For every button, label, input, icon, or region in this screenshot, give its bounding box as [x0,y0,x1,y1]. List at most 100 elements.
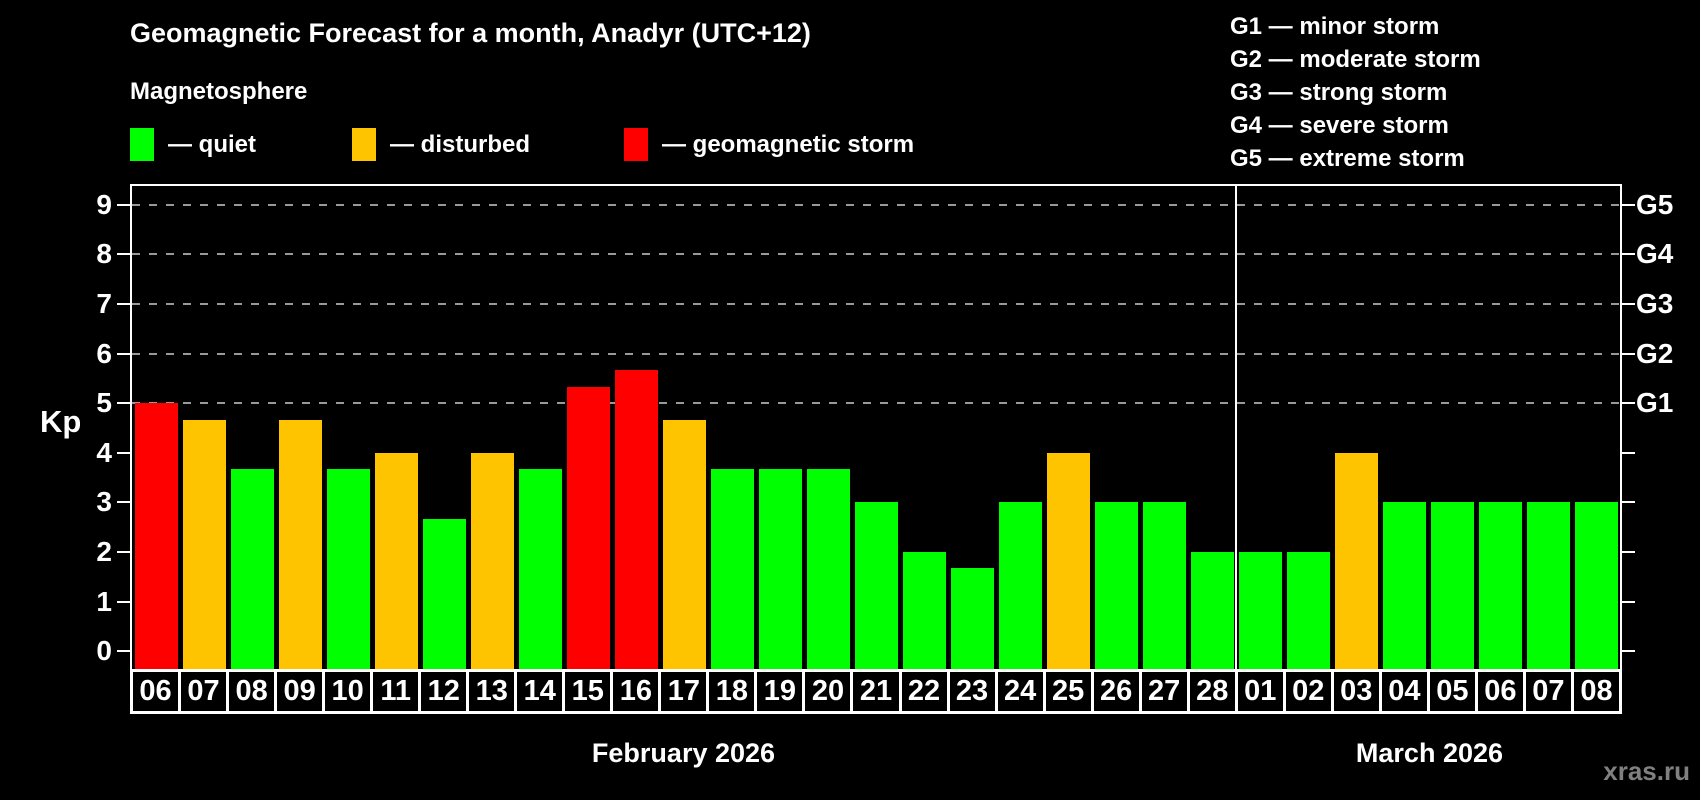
day-label-05-27: 05 [1429,672,1475,711]
day-label-11-5: 11 [373,672,419,711]
day-label-03-25: 03 [1333,672,1379,711]
legend-item-disturbed: — disturbed [352,128,624,161]
g-level-label-g2: G2 [1636,337,1674,369]
y-axis-title: Kp [40,404,82,439]
bar-slot-04 [1380,186,1428,671]
g-level-label-g1: G1 [1636,387,1674,419]
y-tick-label-9: 9 [96,188,112,220]
bar-slot-06 [1476,186,1524,671]
gridline-kp9 [132,203,1620,206]
y-tick-right-0 [1622,650,1635,653]
gridline-kp6 [132,352,1620,355]
bar-slot-14 [516,186,564,671]
bar-slot-23 [948,186,996,671]
disturbed-legend-label: — disturbed [390,130,531,158]
g-scale-legend: G1 — minor storm G2 — moderate storm G3 … [1230,10,1481,175]
day-label-17-11: 17 [661,672,707,711]
kp-bar-day-27 [1142,502,1186,671]
day-label-22-16: 22 [901,672,947,711]
chart-title: Geomagnetic Forecast for a month, Anadyr… [130,18,811,48]
y-tick-label-4: 4 [96,436,112,468]
bar-slot-19 [756,186,804,671]
day-label-27-21: 27 [1141,672,1187,711]
bars-container [132,186,1620,671]
kp-bar-day-13 [470,452,514,671]
kp-bar-day-16 [614,369,658,671]
g-level-label-g3: G3 [1636,288,1674,320]
kp-bar-day-06 [1478,502,1522,671]
chart-subtitle: Magnetosphere [130,78,308,105]
kp-bar-day-25 [1046,452,1090,671]
legend-item-quiet: — quiet [130,128,352,161]
bar-slot-24 [996,186,1044,671]
y-tick-label-3: 3 [96,486,112,518]
day-label-04-26: 04 [1381,672,1427,711]
y-tick-left-1 [117,600,130,603]
bar-slot-12 [420,186,468,671]
kp-bar-day-04 [1382,502,1426,671]
kp-bar-day-09 [278,419,322,671]
kp-bar-day-26 [1094,502,1138,671]
kp-bar-day-17 [662,419,706,671]
day-label-12-6: 12 [421,672,467,711]
y-tick-right-3 [1622,501,1635,504]
day-label-13-7: 13 [469,672,515,711]
day-label-26-20: 26 [1093,672,1139,711]
kp-bar-day-11 [374,452,418,671]
bar-slot-08 [1572,186,1620,671]
g-scale-line-g4: G4 — severe storm [1230,112,1449,139]
bar-slot-10 [324,186,372,671]
bar-slot-06 [132,186,180,671]
kp-bar-day-02 [1286,551,1330,671]
kp-bar-day-08 [230,469,274,671]
kp-bar-day-08 [1574,502,1618,671]
kp-bar-day-12 [422,518,466,671]
bar-slot-03 [1332,186,1380,671]
day-label-16-10: 16 [613,672,659,711]
y-tick-left-0 [117,650,130,653]
y-tick-label-7: 7 [96,288,112,320]
day-label-21-15: 21 [853,672,899,711]
bar-slot-07 [1524,186,1572,671]
y-tick-label-2: 2 [96,535,112,567]
day-label-14-8: 14 [517,672,563,711]
day-label-28-22: 28 [1189,672,1235,711]
bar-slot-18 [708,186,756,671]
y-tick-right-1 [1622,600,1635,603]
day-label-08-2: 08 [229,672,275,711]
day-label-01-23: 01 [1237,672,1283,711]
bar-slot-01 [1236,186,1284,671]
y-tick-left-7 [117,303,130,306]
month-separator-line [1235,186,1237,671]
day-label-24-18: 24 [997,672,1043,711]
gridline-kp8 [132,253,1620,256]
kp-bar-day-15 [566,386,610,671]
bar-slot-28 [1188,186,1236,671]
bar-slot-05 [1428,186,1476,671]
y-tick-left-9 [117,203,130,206]
y-tick-label-0: 0 [96,635,112,667]
g-level-label-g5: G5 [1636,188,1674,220]
y-tick-right-5 [1622,402,1635,405]
kp-bar-day-06 [134,403,178,671]
day-label-09-3: 09 [277,672,323,711]
bar-slot-22 [900,186,948,671]
kp-bar-day-22 [902,551,946,671]
y-tick-right-7 [1622,303,1635,306]
y-tick-right-2 [1622,550,1635,553]
day-label-18-12: 18 [709,672,755,711]
bar-slot-25 [1044,186,1092,671]
legend-item-storm: — geomagnetic storm [624,128,914,161]
y-tick-right-4 [1622,451,1635,454]
y-tick-label-6: 6 [96,337,112,369]
y-tick-left-8 [117,253,130,256]
y-tick-left-6 [117,352,130,355]
bar-slot-26 [1092,186,1140,671]
kp-bar-day-03 [1334,452,1378,671]
month-label-0: February 2026 [591,738,776,768]
g-scale-line-g5: G5 — extreme storm [1230,145,1465,172]
storm-color-swatch [624,128,648,161]
bar-slot-13 [468,186,516,671]
g-scale-line-g3: G3 — strong storm [1230,79,1448,106]
y-tick-left-4 [117,451,130,454]
